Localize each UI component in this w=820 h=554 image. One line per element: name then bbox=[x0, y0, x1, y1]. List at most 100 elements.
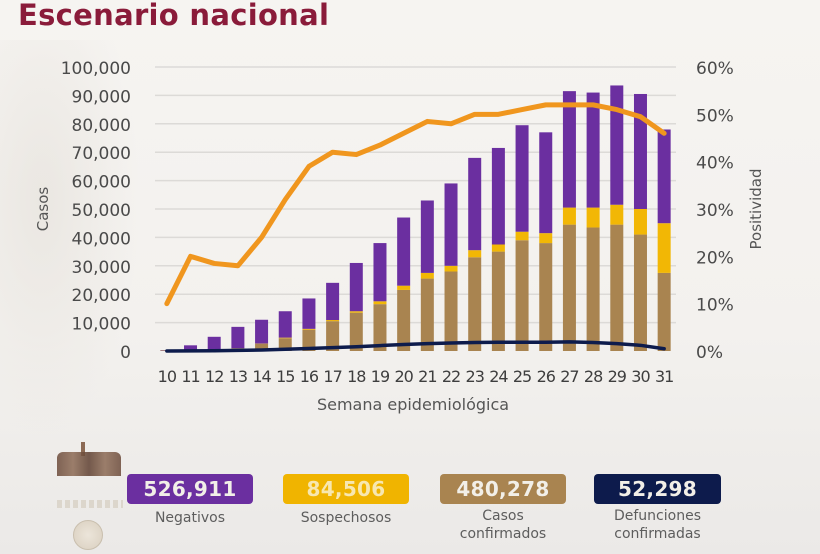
y-tick-label: 70,000 bbox=[72, 144, 131, 164]
bar-negativos bbox=[610, 85, 624, 205]
bar-casos-confirmados bbox=[420, 278, 434, 351]
x-tick-label: 18 bbox=[347, 367, 366, 386]
bar-casos-confirmados bbox=[491, 251, 505, 351]
x-tick-label: 30 bbox=[631, 367, 650, 386]
defunciones-label: Defunciones confirmadas bbox=[613, 508, 701, 542]
legend-sospechosos: 84,506 Sospechosos bbox=[283, 474, 409, 527]
x-tick-label: 10 bbox=[158, 367, 177, 386]
bar-negativos bbox=[349, 262, 363, 312]
x-tick-label: 12 bbox=[205, 367, 223, 386]
chart: 0 10,000 20,000 30,000 40,000 50,000 60,000 70,… bbox=[34, 59, 765, 414]
bar-casos-confirmados bbox=[610, 224, 624, 351]
emblem-tower bbox=[81, 442, 85, 456]
bar-sospechosos bbox=[373, 301, 387, 305]
bar-sospechosos bbox=[349, 311, 363, 313]
bar-casos-confirmados bbox=[444, 271, 458, 351]
bar-casos-confirmados bbox=[468, 257, 482, 351]
bar-negativos bbox=[420, 200, 434, 273]
x-axis-ticks: 10 11 12 13 14 15 16 17 18 19 20 21 22 23 24 25 26 27 28 29… bbox=[158, 367, 675, 386]
emblem-caption bbox=[57, 500, 123, 508]
legend-casos-confirmados: 480,278 Casos confirmados bbox=[440, 474, 566, 543]
bars bbox=[160, 85, 671, 351]
y-tick-label: 50,000 bbox=[72, 201, 131, 221]
x-tick-label: 28 bbox=[584, 367, 603, 386]
y2-tick-label: 10% bbox=[696, 296, 734, 316]
x-axis-label: Semana epidemiológica bbox=[317, 395, 509, 414]
y2-tick-label: 20% bbox=[696, 248, 734, 268]
page-title: Escenario nacional bbox=[18, 0, 330, 32]
bar-negativos bbox=[562, 91, 576, 208]
negativos-value: 526,911 bbox=[127, 474, 253, 504]
bar-sospechosos bbox=[586, 207, 600, 228]
bar-casos-confirmados bbox=[657, 272, 671, 351]
y-tick-label: 10,000 bbox=[72, 315, 131, 335]
bar-negativos bbox=[184, 345, 198, 351]
bar-negativos bbox=[255, 319, 269, 344]
bar-sospechosos bbox=[657, 223, 671, 273]
x-tick-label: 15 bbox=[276, 367, 294, 386]
casos-confirmados-value: 480,278 bbox=[440, 474, 566, 504]
background-watermark bbox=[0, 40, 140, 440]
bar-sospechosos bbox=[562, 207, 576, 225]
bar-casos-confirmados bbox=[397, 289, 411, 351]
negativos-label: Negativos bbox=[154, 510, 226, 526]
y2-axis-ticks: 0% 10% 20% 30% 40% 50% 60% bbox=[696, 59, 734, 363]
x-tick-label: 11 bbox=[181, 367, 199, 386]
bar-casos-confirmados bbox=[255, 343, 269, 351]
y-axis-label: Casos bbox=[34, 187, 52, 232]
bar-casos-confirmados bbox=[302, 329, 316, 351]
bar-casos-confirmados bbox=[373, 304, 387, 351]
x-tick-label: 16 bbox=[300, 367, 319, 386]
emblem-figures bbox=[57, 452, 121, 476]
bar-sospechosos bbox=[397, 285, 411, 290]
bar-casos-confirmados bbox=[633, 234, 647, 351]
bar-negativos bbox=[397, 217, 411, 286]
x-tick-label: 26 bbox=[537, 367, 556, 386]
bar-casos-confirmados bbox=[349, 312, 363, 351]
bar-casos-confirmados bbox=[562, 224, 576, 351]
bar-sospechosos bbox=[633, 209, 647, 235]
line-positividad bbox=[164, 102, 667, 307]
bar-negativos bbox=[468, 157, 482, 251]
bar-negativos bbox=[326, 282, 340, 321]
bar-casos-confirmados bbox=[539, 243, 553, 351]
bar-negativos bbox=[302, 298, 316, 329]
bar-negativos bbox=[491, 147, 505, 245]
x-tick-label: 23 bbox=[466, 367, 484, 386]
y-tick-label: 90,000 bbox=[72, 87, 131, 107]
y-tick-label: 0 bbox=[120, 343, 131, 363]
y2-axis-label: Positividad bbox=[747, 169, 765, 250]
x-tick-label: 17 bbox=[323, 367, 341, 386]
x-tick-label: 29 bbox=[608, 367, 627, 386]
x-tick-label: 22 bbox=[442, 367, 460, 386]
bar-negativos bbox=[657, 129, 671, 224]
y2-tick-label: 60% bbox=[696, 59, 734, 79]
bar-sospechosos bbox=[491, 244, 505, 252]
x-tick-label: 25 bbox=[513, 367, 531, 386]
bar-sospechosos bbox=[539, 233, 553, 244]
bar-sospechosos bbox=[278, 337, 292, 339]
y-tick-label: 20,000 bbox=[72, 286, 131, 306]
sospechosos-label: Sospechosos bbox=[300, 510, 392, 526]
bar-negativos bbox=[207, 336, 221, 350]
x-tick-label: 14 bbox=[252, 367, 271, 386]
bar-negativos bbox=[586, 92, 600, 208]
bar-sospechosos bbox=[302, 328, 316, 330]
bar-negativos bbox=[539, 132, 553, 234]
y-tick-label: 100,000 bbox=[61, 59, 131, 79]
y2-tick-label: 50% bbox=[696, 106, 734, 126]
bar-casos-confirmados bbox=[586, 227, 600, 351]
bar-sospechosos bbox=[326, 320, 340, 322]
bar-sospechosos bbox=[420, 272, 434, 279]
bar-negativos bbox=[231, 326, 245, 349]
bar-sospechosos bbox=[444, 265, 458, 272]
bar-negativos bbox=[373, 243, 387, 302]
legend-defunciones: 52,298 Defunciones confirmadas bbox=[594, 474, 721, 543]
bar-sospechosos bbox=[610, 204, 624, 225]
legend-negativos: 526,911 Negativos bbox=[127, 474, 253, 527]
bar-negativos bbox=[444, 183, 458, 266]
bar-sospechosos bbox=[468, 250, 482, 258]
bar-negativos bbox=[633, 93, 647, 209]
x-tick-label: 31 bbox=[655, 367, 673, 386]
y2-tick-label: 0% bbox=[696, 343, 723, 363]
